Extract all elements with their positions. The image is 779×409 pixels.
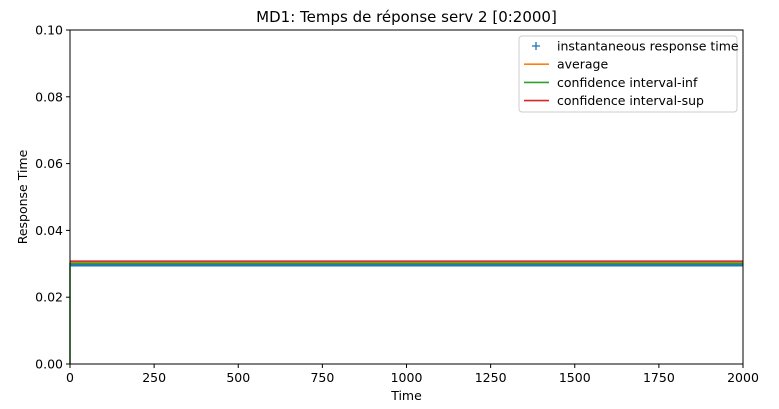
y-tick-label: 0.08 (35, 89, 63, 104)
chart-title: MD1: Temps de réponse serv 2 [0:2000] (256, 8, 557, 26)
x-tick-label: 1750 (643, 370, 675, 385)
legend: instantaneous response time average confid… (518, 35, 739, 113)
legend-entry-label: average (557, 57, 608, 72)
x-tick-label: 750 (310, 370, 334, 385)
y-tick-label: 0.00 (35, 357, 63, 372)
legend-entry-label: confidence interval-sup (557, 93, 704, 108)
x-tick-label: 2000 (727, 370, 759, 385)
y-tick-label: 0.02 (35, 290, 63, 305)
x-axis-label: Time (390, 388, 422, 403)
x-axis-ticks: 0 250 500 750 1000 1250 1500 1750 2000 (66, 364, 759, 385)
x-tick-label: 250 (142, 370, 166, 385)
y-axis-ticks: 0.00 0.02 0.04 0.06 0.08 0.10 (35, 23, 70, 372)
y-axis-label: Response Time (15, 149, 30, 244)
x-tick-label: 1000 (391, 370, 423, 385)
legend-entry-label: confidence interval-inf (557, 75, 698, 90)
x-tick-label: 0 (66, 370, 74, 385)
x-tick-label: 1250 (475, 370, 507, 385)
x-tick-label: 1500 (559, 370, 591, 385)
legend-box (518, 35, 738, 113)
series-layer (69, 260, 743, 364)
y-tick-label: 0.10 (35, 23, 63, 38)
x-tick-label: 500 (226, 370, 250, 385)
y-tick-label: 0.06 (35, 156, 63, 171)
legend-entry-label: instantaneous response time (557, 39, 739, 54)
confidence-interval-inf-line (69, 262, 743, 364)
y-tick-label: 0.04 (35, 223, 63, 238)
legend-marker-plus (532, 42, 540, 50)
